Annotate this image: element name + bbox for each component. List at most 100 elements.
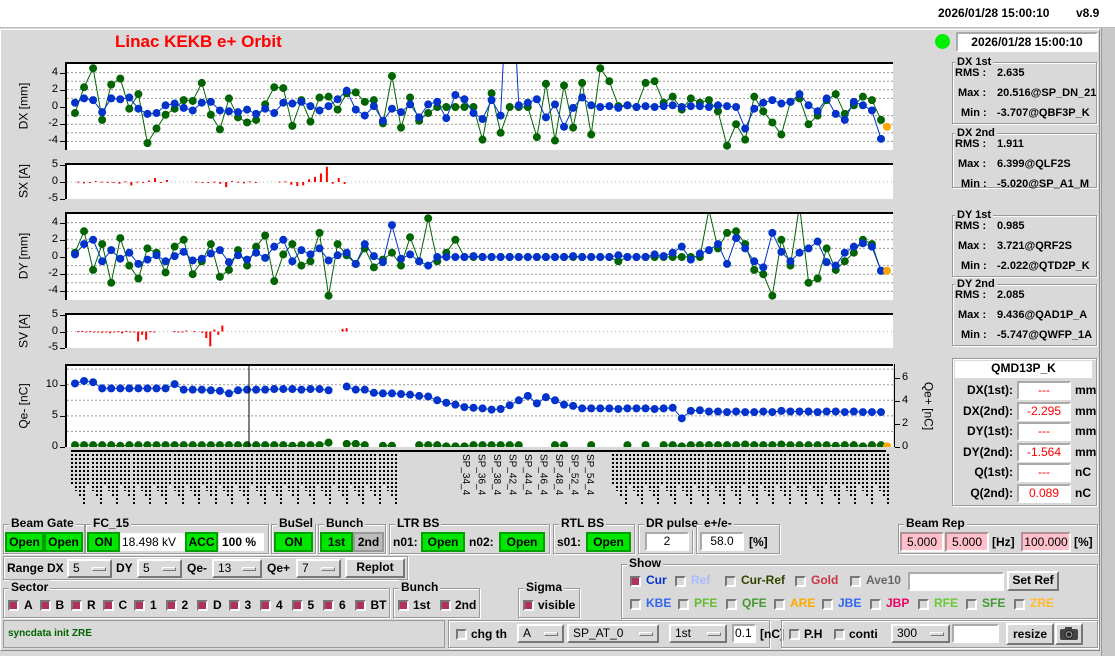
data-point[interactable] [360,97,369,106]
data-point[interactable] [695,249,704,258]
show-checkbox-zre[interactable] [1014,599,1025,610]
data-point[interactable] [732,441,741,447]
data-point[interactable] [351,88,360,97]
sigma-visible-checkbox[interactable] [523,600,534,611]
data-point[interactable] [424,441,433,447]
data-point[interactable] [197,254,206,263]
data-point[interactable] [786,97,795,106]
data-point[interactable] [98,384,107,393]
data-point[interactable] [315,441,324,447]
data-point[interactable] [442,103,451,111]
sector-checkbox-2[interactable] [165,600,177,611]
data-point[interactable] [360,240,369,249]
data-point[interactable] [116,254,125,263]
show-checkbox-sfe[interactable] [966,599,977,610]
show-checkbox-jbe[interactable] [822,599,833,610]
data-point[interactable] [406,93,415,102]
data-point[interactable] [424,261,433,270]
data-point[interactable] [433,253,442,261]
resize-button[interactable]: resize [1006,623,1054,645]
data-point[interactable] [460,403,469,412]
data-point[interactable] [107,80,116,89]
data-point[interactable] [849,97,858,106]
data-point[interactable] [478,253,487,261]
data-point[interactable] [261,253,270,262]
data-point[interactable] [451,235,460,244]
data-point[interactable] [107,246,116,255]
data-point[interactable] [596,64,605,73]
data-point[interactable] [840,248,849,257]
data-point[interactable] [279,385,288,394]
data-point[interactable] [351,259,360,268]
data-point[interactable] [759,270,768,279]
data-point[interactable] [768,228,777,237]
data-point[interactable] [161,257,170,266]
data-point[interactable] [641,404,650,413]
data-point[interactable] [469,252,478,261]
set-ref-button[interactable]: Set Ref [1007,571,1059,591]
data-point[interactable] [161,441,170,447]
data-point[interactable] [704,407,713,416]
data-point[interactable] [397,390,406,399]
data-point[interactable] [578,253,587,261]
n02-open-button[interactable]: Open [499,532,545,552]
data-point[interactable] [80,83,89,92]
data-point[interactable] [197,441,206,447]
data-point[interactable] [170,242,179,251]
data-point[interactable] [206,441,215,447]
data-point[interactable] [125,261,134,270]
data-point[interactable] [541,79,550,88]
fc15-on-button[interactable]: ON [87,532,120,552]
data-point[interactable] [134,384,143,393]
sector-checkbox-3[interactable] [228,600,240,611]
data-point[interactable] [858,101,867,110]
data-point[interactable] [442,398,451,407]
data-point[interactable] [858,408,867,417]
data-point[interactable] [215,386,224,395]
data-point[interactable] [550,136,559,145]
bunch-2nd-checkbox[interactable] [440,600,451,611]
data-point[interactable] [759,107,768,116]
data-point[interactable] [460,103,469,111]
data-point[interactable] [695,102,704,111]
data-point[interactable] [460,253,469,261]
show-checkbox-pfe[interactable] [678,599,689,610]
data-point[interactable] [867,408,876,417]
data-point[interactable] [170,99,179,108]
data-point[interactable] [80,240,89,249]
data-point[interactable] [695,406,704,415]
range-qep-select[interactable]: 7 [296,559,341,578]
data-point[interactable] [713,107,722,116]
data-point[interactable] [315,106,324,115]
data-point[interactable] [451,90,460,99]
data-point[interactable] [668,441,677,447]
data-point[interactable] [822,94,831,103]
data-point[interactable] [469,441,478,447]
data-point[interactable] [496,128,505,137]
data-point[interactable] [813,237,822,246]
show-checkbox-jbp[interactable] [870,599,881,610]
data-point[interactable] [641,253,650,261]
data-point[interactable] [578,78,587,87]
data-point[interactable] [840,441,849,447]
data-point[interactable] [641,78,650,87]
data-point[interactable] [351,439,360,447]
data-point[interactable] [759,98,768,107]
data-point[interactable] [288,99,297,108]
data-point[interactable] [270,83,279,92]
data-point[interactable] [741,135,750,144]
data-point[interactable] [795,90,804,99]
data-point[interactable] [188,96,197,105]
chg-element-select[interactable]: SP_AT_0 [567,624,659,643]
data-point[interactable] [89,96,98,105]
data-point[interactable] [134,104,143,113]
data-point[interactable] [261,104,270,113]
data-point[interactable] [406,250,415,259]
data-point[interactable] [424,214,433,223]
data-point[interactable] [777,440,786,447]
data-point[interactable] [369,263,378,272]
chg-bunch-select[interactable]: 1st [669,624,727,643]
data-point[interactable] [650,77,659,86]
data-point[interactable] [560,81,569,90]
data-point[interactable] [505,401,514,410]
